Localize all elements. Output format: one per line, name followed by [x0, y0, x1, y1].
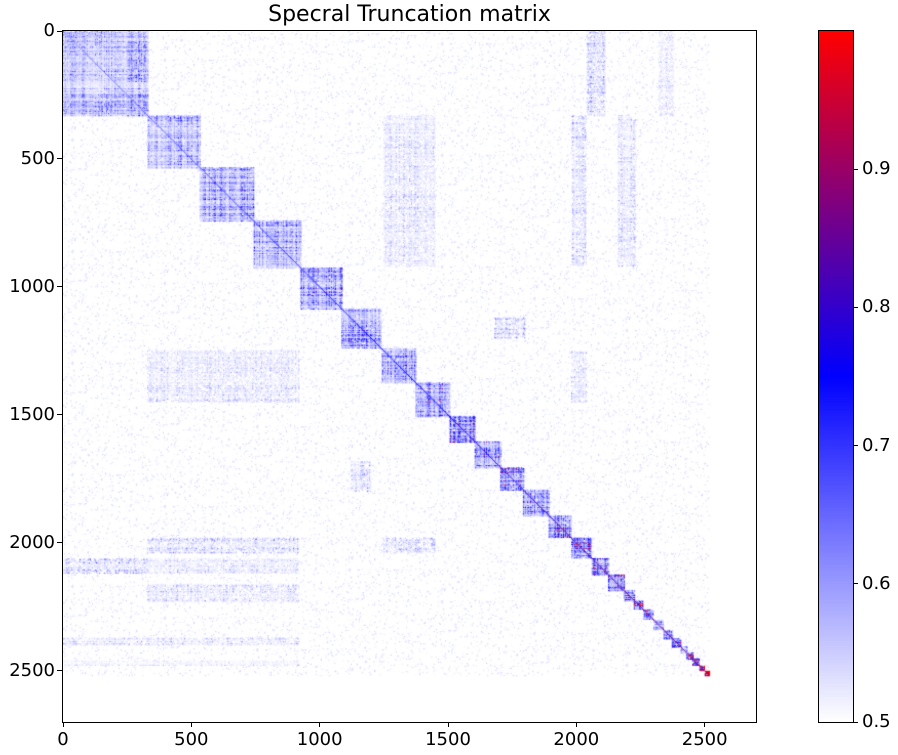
colorbar-tick-mark [853, 583, 858, 585]
y-tick-label: 0 [43, 20, 55, 41]
y-tick-mark [57, 670, 62, 672]
x-tick-label: 1000 [296, 729, 343, 750]
colorbar-tick-label: 0.6 [862, 572, 891, 594]
colorbar-tick-label: 0.8 [862, 296, 891, 318]
colorbar-tick-mark [853, 306, 858, 308]
y-tick-label: 2500 [9, 659, 55, 681]
x-tick-label: 2000 [553, 729, 600, 750]
heatmap-plot-area [63, 31, 756, 722]
x-tick-mark [190, 722, 192, 727]
x-tick-mark [319, 722, 321, 727]
y-tick-mark [57, 286, 62, 288]
y-tick-mark [57, 414, 62, 416]
x-tick-label: 2500 [681, 729, 728, 750]
colorbar-tick-label: 0.9 [862, 158, 891, 180]
y-tick-label: 1500 [9, 403, 55, 425]
colorbar-tick-mark [853, 168, 858, 170]
colorbar-tick-mark [853, 721, 858, 723]
colorbar-tick-label: 0.7 [862, 434, 891, 456]
colorbar-tick-mark [853, 445, 858, 447]
x-tick-mark [704, 722, 706, 727]
x-tick-label: 0 [57, 729, 69, 750]
y-tick-label: 2000 [9, 531, 55, 553]
y-tick-mark [57, 158, 62, 160]
x-tick-mark [575, 722, 577, 727]
x-tick-mark [62, 722, 64, 727]
x-tick-mark [447, 722, 449, 727]
chart-title: Specral Truncation matrix [268, 2, 551, 27]
y-tick-label: 1000 [9, 275, 55, 297]
x-tick-label: 1500 [425, 729, 471, 750]
y-tick-mark [57, 30, 62, 32]
colorbar-tick-label: 0.5 [862, 711, 891, 732]
y-tick-label: 500 [20, 147, 55, 169]
y-tick-mark [57, 542, 62, 544]
colorbar [819, 31, 853, 722]
x-tick-label: 500 [174, 729, 209, 750]
